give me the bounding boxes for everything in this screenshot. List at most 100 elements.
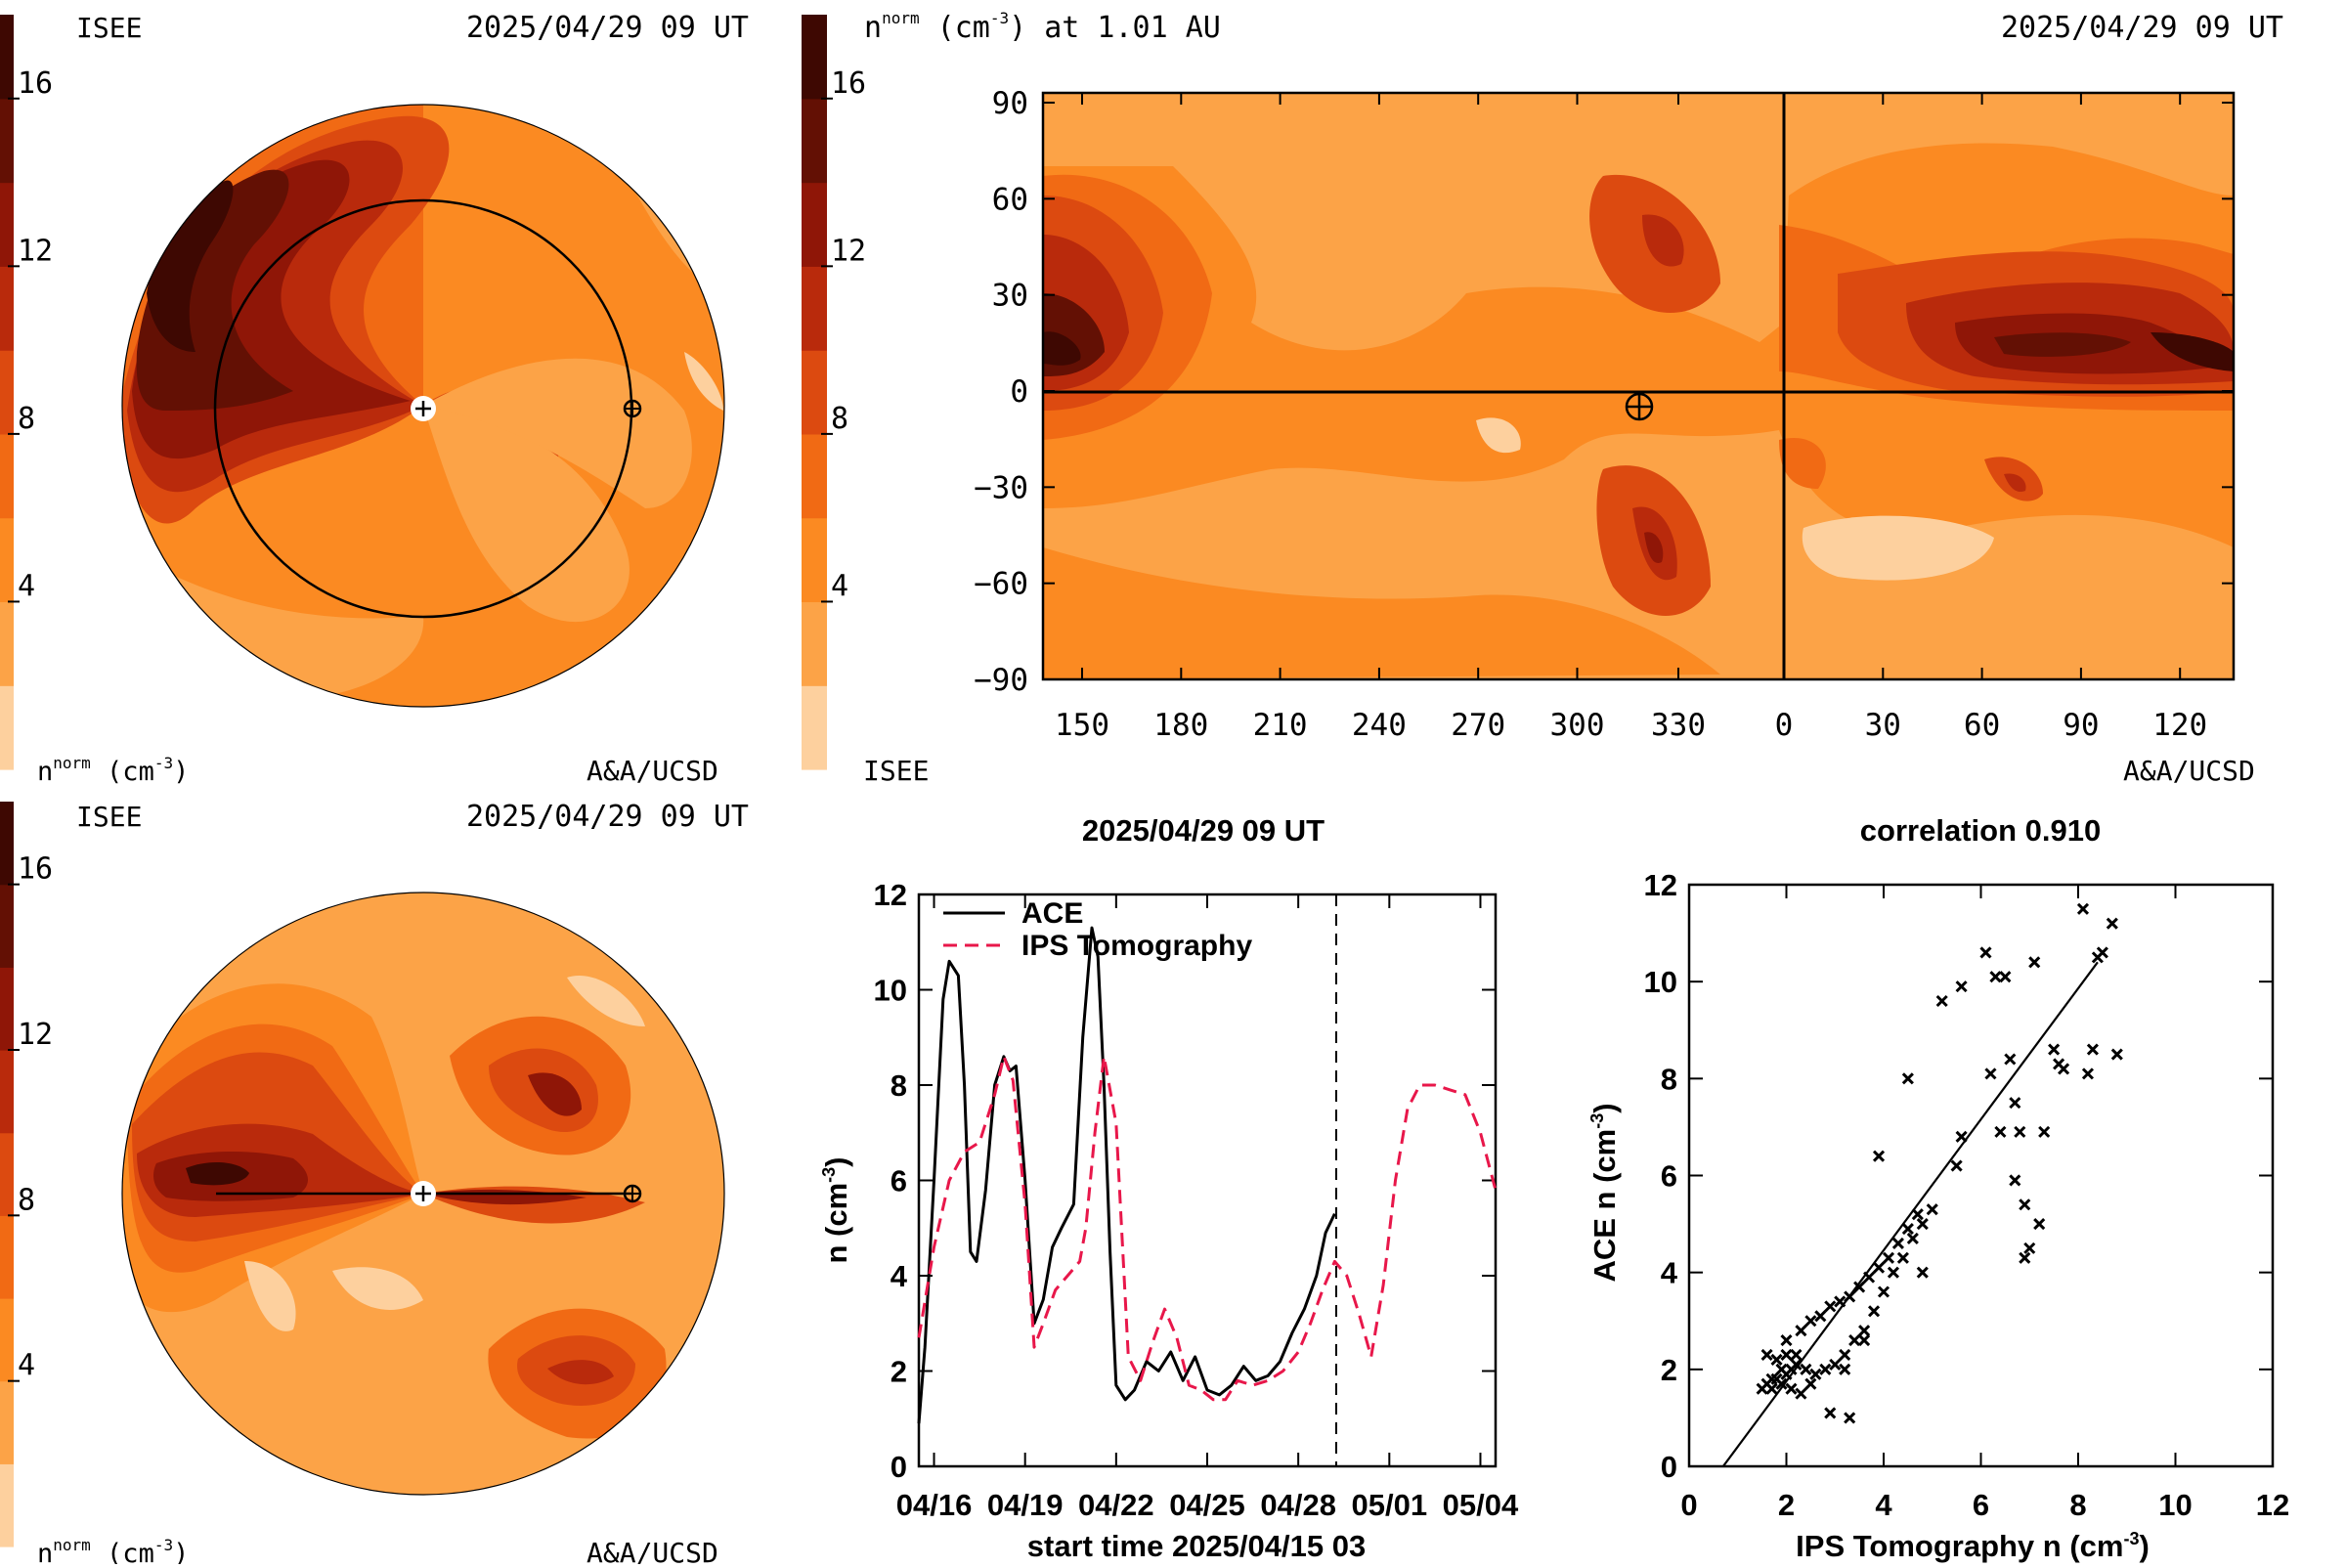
bottom-left-density-panel: ISEE 2025/04/29 09 UT 4 8 12 16 [0, 800, 749, 1568]
map-y-tick-label: 30 [992, 279, 1028, 314]
scatter-xlabel: IPS Tomography n (cm-3) [1796, 1529, 2150, 1563]
scatter-point [1780, 1348, 1793, 1362]
map-org-label: ISEE [863, 755, 929, 787]
scatter-point [2009, 1174, 2021, 1187]
contour-band [147, 180, 234, 352]
scatter-x-tick-label: 4 [1875, 1488, 1892, 1522]
colorbar-segment [802, 182, 827, 267]
colorbar-segment [0, 433, 14, 519]
scatter-point [1790, 1358, 1803, 1371]
contour-band [547, 1360, 614, 1385]
scatter-point [1848, 1334, 1861, 1347]
scatter-point [1955, 980, 1968, 993]
time-series-y-tick-label: 10 [874, 974, 907, 1008]
contour-band [332, 1267, 423, 1310]
scatter-point [1814, 1310, 1827, 1323]
map-y-tick-label: 0 [1010, 374, 1028, 410]
scatter-point [2019, 1251, 2031, 1264]
disk-outline [121, 104, 725, 708]
colorbar-segment [802, 601, 827, 686]
scatter-y-tick-label: 10 [1644, 965, 1677, 999]
scatter-point [1994, 1125, 2007, 1138]
colorbar-segment [0, 967, 14, 1051]
scatter-point [1887, 1266, 1900, 1279]
map-x-tick-label: 150 [1055, 708, 1109, 743]
map-x-tick-label: 330 [1651, 708, 1706, 743]
scatter-point [1872, 1150, 1886, 1162]
contour-band [1043, 547, 1720, 679]
scatter-y-tick-label: 6 [1661, 1159, 1677, 1194]
colorbar-segment [802, 98, 827, 184]
bottom-left-colorbar: 4 8 12 16 [0, 802, 53, 1547]
colorbar-segment [0, 1298, 14, 1382]
scatter-point [1979, 946, 1992, 959]
scatter-point [1844, 1290, 1856, 1303]
time-series-x-tick-label: 04/28 [1260, 1488, 1336, 1522]
time-series-frame [917, 893, 1498, 1468]
scatter-x-tick-label: 2 [1778, 1488, 1795, 1522]
map-x-tick-label: 60 [1964, 708, 2000, 743]
earth-marker [623, 1184, 642, 1203]
scatter-point [1804, 1377, 1817, 1390]
time-series-x-tick-label: 04/16 [896, 1488, 973, 1522]
scatter-x-tick-label: 6 [1973, 1488, 1989, 1522]
scatter-y-tick-label: 12 [1644, 868, 1677, 902]
contour-band [244, 1261, 296, 1331]
map-x-tick-label: 210 [1253, 708, 1308, 743]
contour-band [1779, 438, 1826, 489]
contour-band [1644, 532, 1664, 563]
map-x-ticks: 150 180 210 240 270 300 330 0 30 60 90 120 [1055, 93, 2207, 743]
scatter-point [1858, 1334, 1871, 1347]
scatter-point [1844, 1412, 1856, 1424]
colorbar-segment [802, 685, 827, 770]
colorbar-tick-label: 8 [831, 402, 848, 436]
colorbar-segment [802, 266, 827, 351]
map-frame [1041, 91, 2236, 681]
scatter-point [1916, 1266, 1929, 1279]
top-left-unit-label: nnorm (cm-3) [37, 754, 189, 787]
time-series-axes: 0 2 4 6 8 10 12 04/16 04/19 04/22 04/25 04/28 05/01 0… [874, 878, 1520, 1522]
scatter-point [2096, 946, 2108, 959]
scatter-point [2033, 1218, 2046, 1231]
colorbar-tick-label: 12 [831, 234, 866, 268]
scatter-title: correlation 0.910 [1860, 813, 2101, 848]
contour-band [567, 976, 645, 1026]
time-series-x-tick-label: 05/01 [1352, 1488, 1428, 1522]
map-colorbar: 4 8 12 16 [802, 15, 866, 770]
scatter-point [1901, 1072, 1914, 1085]
map-x-tick-label: 30 [1865, 708, 1901, 743]
scatter-point [2086, 1043, 2099, 1056]
colorbar-segment [0, 1463, 14, 1547]
map-x-tick-label: 270 [1451, 708, 1505, 743]
map-x-tick-label: 180 [1153, 708, 1208, 743]
contour-band [2150, 332, 2234, 371]
scatter-point [1955, 1130, 1968, 1143]
colorbar-tick-label: 4 [18, 569, 35, 603]
scatter-point [1775, 1363, 1788, 1375]
map-x-tick-label: 90 [2063, 708, 2099, 743]
colorbar-segment [0, 350, 14, 435]
bottom-left-unit-label: nnorm (cm-3) [37, 1536, 189, 1564]
scatter-point [1839, 1348, 1851, 1362]
scatter-point [1824, 1407, 1837, 1419]
time-series-y-tick-label: 0 [891, 1450, 907, 1484]
colorbar-segment [0, 884, 14, 968]
scatter-point [1901, 1222, 1914, 1236]
colorbar-segment [0, 1215, 14, 1299]
scatter-point [1824, 1300, 1837, 1313]
map-y-ticks: 90 60 30 0 −30 −60 −90 [974, 86, 2234, 698]
contour-band [2004, 473, 2026, 493]
scatter-point [1906, 1232, 1919, 1245]
map-x-tick-label: 0 [1775, 708, 1794, 743]
scatter-point [2028, 956, 2041, 969]
map-contours [1043, 93, 2234, 679]
top-left-date-label: 2025/04/29 09 UT [466, 11, 749, 45]
sun-marker [411, 1181, 436, 1206]
contour-band [1043, 331, 1081, 366]
scatter-point [1877, 1285, 1890, 1298]
ips-series-line [917, 1055, 1498, 1402]
time-series-ylabel: n (cm-3) [819, 1156, 853, 1263]
top-left-density-panel: ISEE 2025/04/29 09 UT 4 8 12 16 [0, 11, 749, 787]
